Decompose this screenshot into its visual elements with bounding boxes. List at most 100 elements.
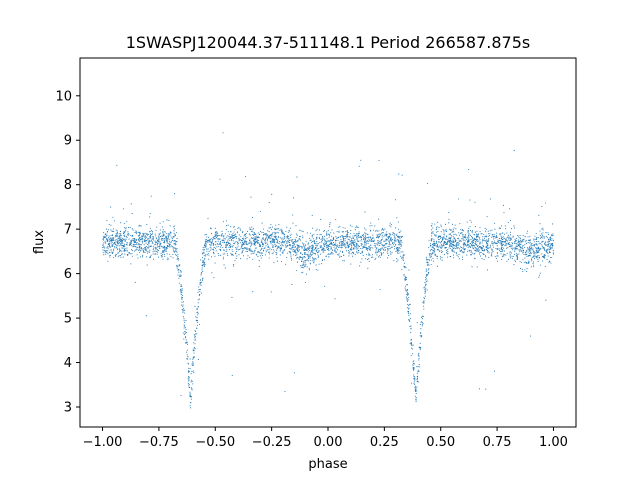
scatter-point <box>277 236 279 238</box>
scatter-point <box>254 241 256 243</box>
scatter-point <box>487 251 489 253</box>
scatter-point <box>441 236 443 239</box>
scatter-point <box>214 241 216 243</box>
scatter-point <box>541 244 543 246</box>
scatter-point <box>192 358 194 360</box>
scatter-point <box>440 245 442 247</box>
scatter-point <box>330 240 332 242</box>
scatter-point <box>290 252 292 254</box>
scatter-point <box>126 220 128 222</box>
scatter-point <box>253 252 255 254</box>
scatter-point <box>360 252 362 255</box>
scatter-point <box>527 251 529 253</box>
scatter-point <box>288 241 290 244</box>
scatter-point <box>250 196 252 198</box>
scatter-point <box>402 257 404 259</box>
scatter-point <box>456 254 458 256</box>
scatter-point <box>204 234 206 236</box>
scatter-point <box>483 239 485 241</box>
scatter-point <box>468 238 470 240</box>
scatter-point <box>155 229 157 231</box>
scatter-point <box>371 224 373 227</box>
scatter-point <box>421 334 423 336</box>
scatter-point <box>134 231 136 233</box>
scatter-point <box>360 236 362 238</box>
scatter-point <box>248 250 250 252</box>
scatter-point <box>279 229 281 231</box>
scatter-point <box>325 241 328 243</box>
scatter-point <box>349 224 351 226</box>
scatter-point <box>116 234 119 236</box>
scatter-point <box>398 240 400 242</box>
scatter-point <box>192 357 194 359</box>
scatter-point <box>413 381 415 383</box>
scatter-point <box>454 239 457 241</box>
scatter-point <box>208 258 210 260</box>
scatter-point <box>509 239 512 241</box>
scatter-point <box>500 253 502 255</box>
scatter-point <box>201 257 204 259</box>
scatter-point <box>183 319 185 321</box>
scatter-point <box>136 248 138 250</box>
scatter-point <box>176 250 178 252</box>
scatter-point <box>208 254 210 256</box>
scatter-point <box>329 253 331 255</box>
scatter-point <box>194 335 196 338</box>
scatter-point <box>146 238 149 240</box>
scatter-point <box>518 244 520 246</box>
scatter-point <box>262 246 264 248</box>
scatter-point <box>414 386 416 389</box>
scatter-point <box>161 256 163 258</box>
scatter-point <box>252 228 254 230</box>
scatter-point <box>186 354 188 356</box>
scatter-point <box>426 289 428 291</box>
scatter-point <box>492 244 494 246</box>
scatter-point <box>380 254 382 256</box>
scatter-point <box>452 240 454 242</box>
scatter-point <box>247 255 249 257</box>
scatter-point <box>486 242 488 244</box>
scatter-point <box>375 251 377 253</box>
scatter-point <box>254 236 256 238</box>
scatter-point <box>532 264 535 266</box>
scatter-point <box>273 241 275 243</box>
scatter-point <box>245 232 247 234</box>
scatter-point <box>323 244 325 247</box>
scatter-point <box>119 239 121 241</box>
scatter-point <box>345 230 347 232</box>
scatter-point <box>258 234 261 236</box>
scatter-point <box>146 250 148 252</box>
scatter-point <box>184 337 187 339</box>
scatter-point <box>312 241 314 243</box>
scatter-point <box>467 244 469 246</box>
scatter-point <box>143 244 145 246</box>
scatter-point <box>389 251 391 253</box>
scatter-point <box>211 272 213 274</box>
scatter-point <box>446 256 449 258</box>
scatter-point <box>393 240 395 242</box>
scatter-point <box>369 225 371 227</box>
x-tick-label: 0.00 <box>314 435 343 450</box>
scatter-point <box>232 250 234 253</box>
scatter-point <box>169 253 171 255</box>
scatter-point <box>540 233 542 235</box>
scatter-point <box>546 259 548 261</box>
scatter-point <box>544 242 546 244</box>
scatter-point <box>190 373 192 375</box>
scatter-point <box>333 237 335 239</box>
scatter-point <box>157 239 159 241</box>
scatter-point <box>262 244 265 246</box>
scatter-point <box>134 239 136 241</box>
scatter-point <box>547 244 549 247</box>
scatter-point <box>107 250 109 252</box>
scatter-point <box>254 244 256 246</box>
scatter-point <box>428 264 430 266</box>
scatter-point <box>378 243 380 245</box>
scatter-point <box>479 231 481 233</box>
scatter-point <box>306 259 308 261</box>
scatter-point <box>252 234 255 236</box>
scatter-point <box>163 240 166 243</box>
scatter-point <box>378 235 380 237</box>
scatter-point <box>321 241 323 243</box>
scatter-point <box>227 242 230 245</box>
